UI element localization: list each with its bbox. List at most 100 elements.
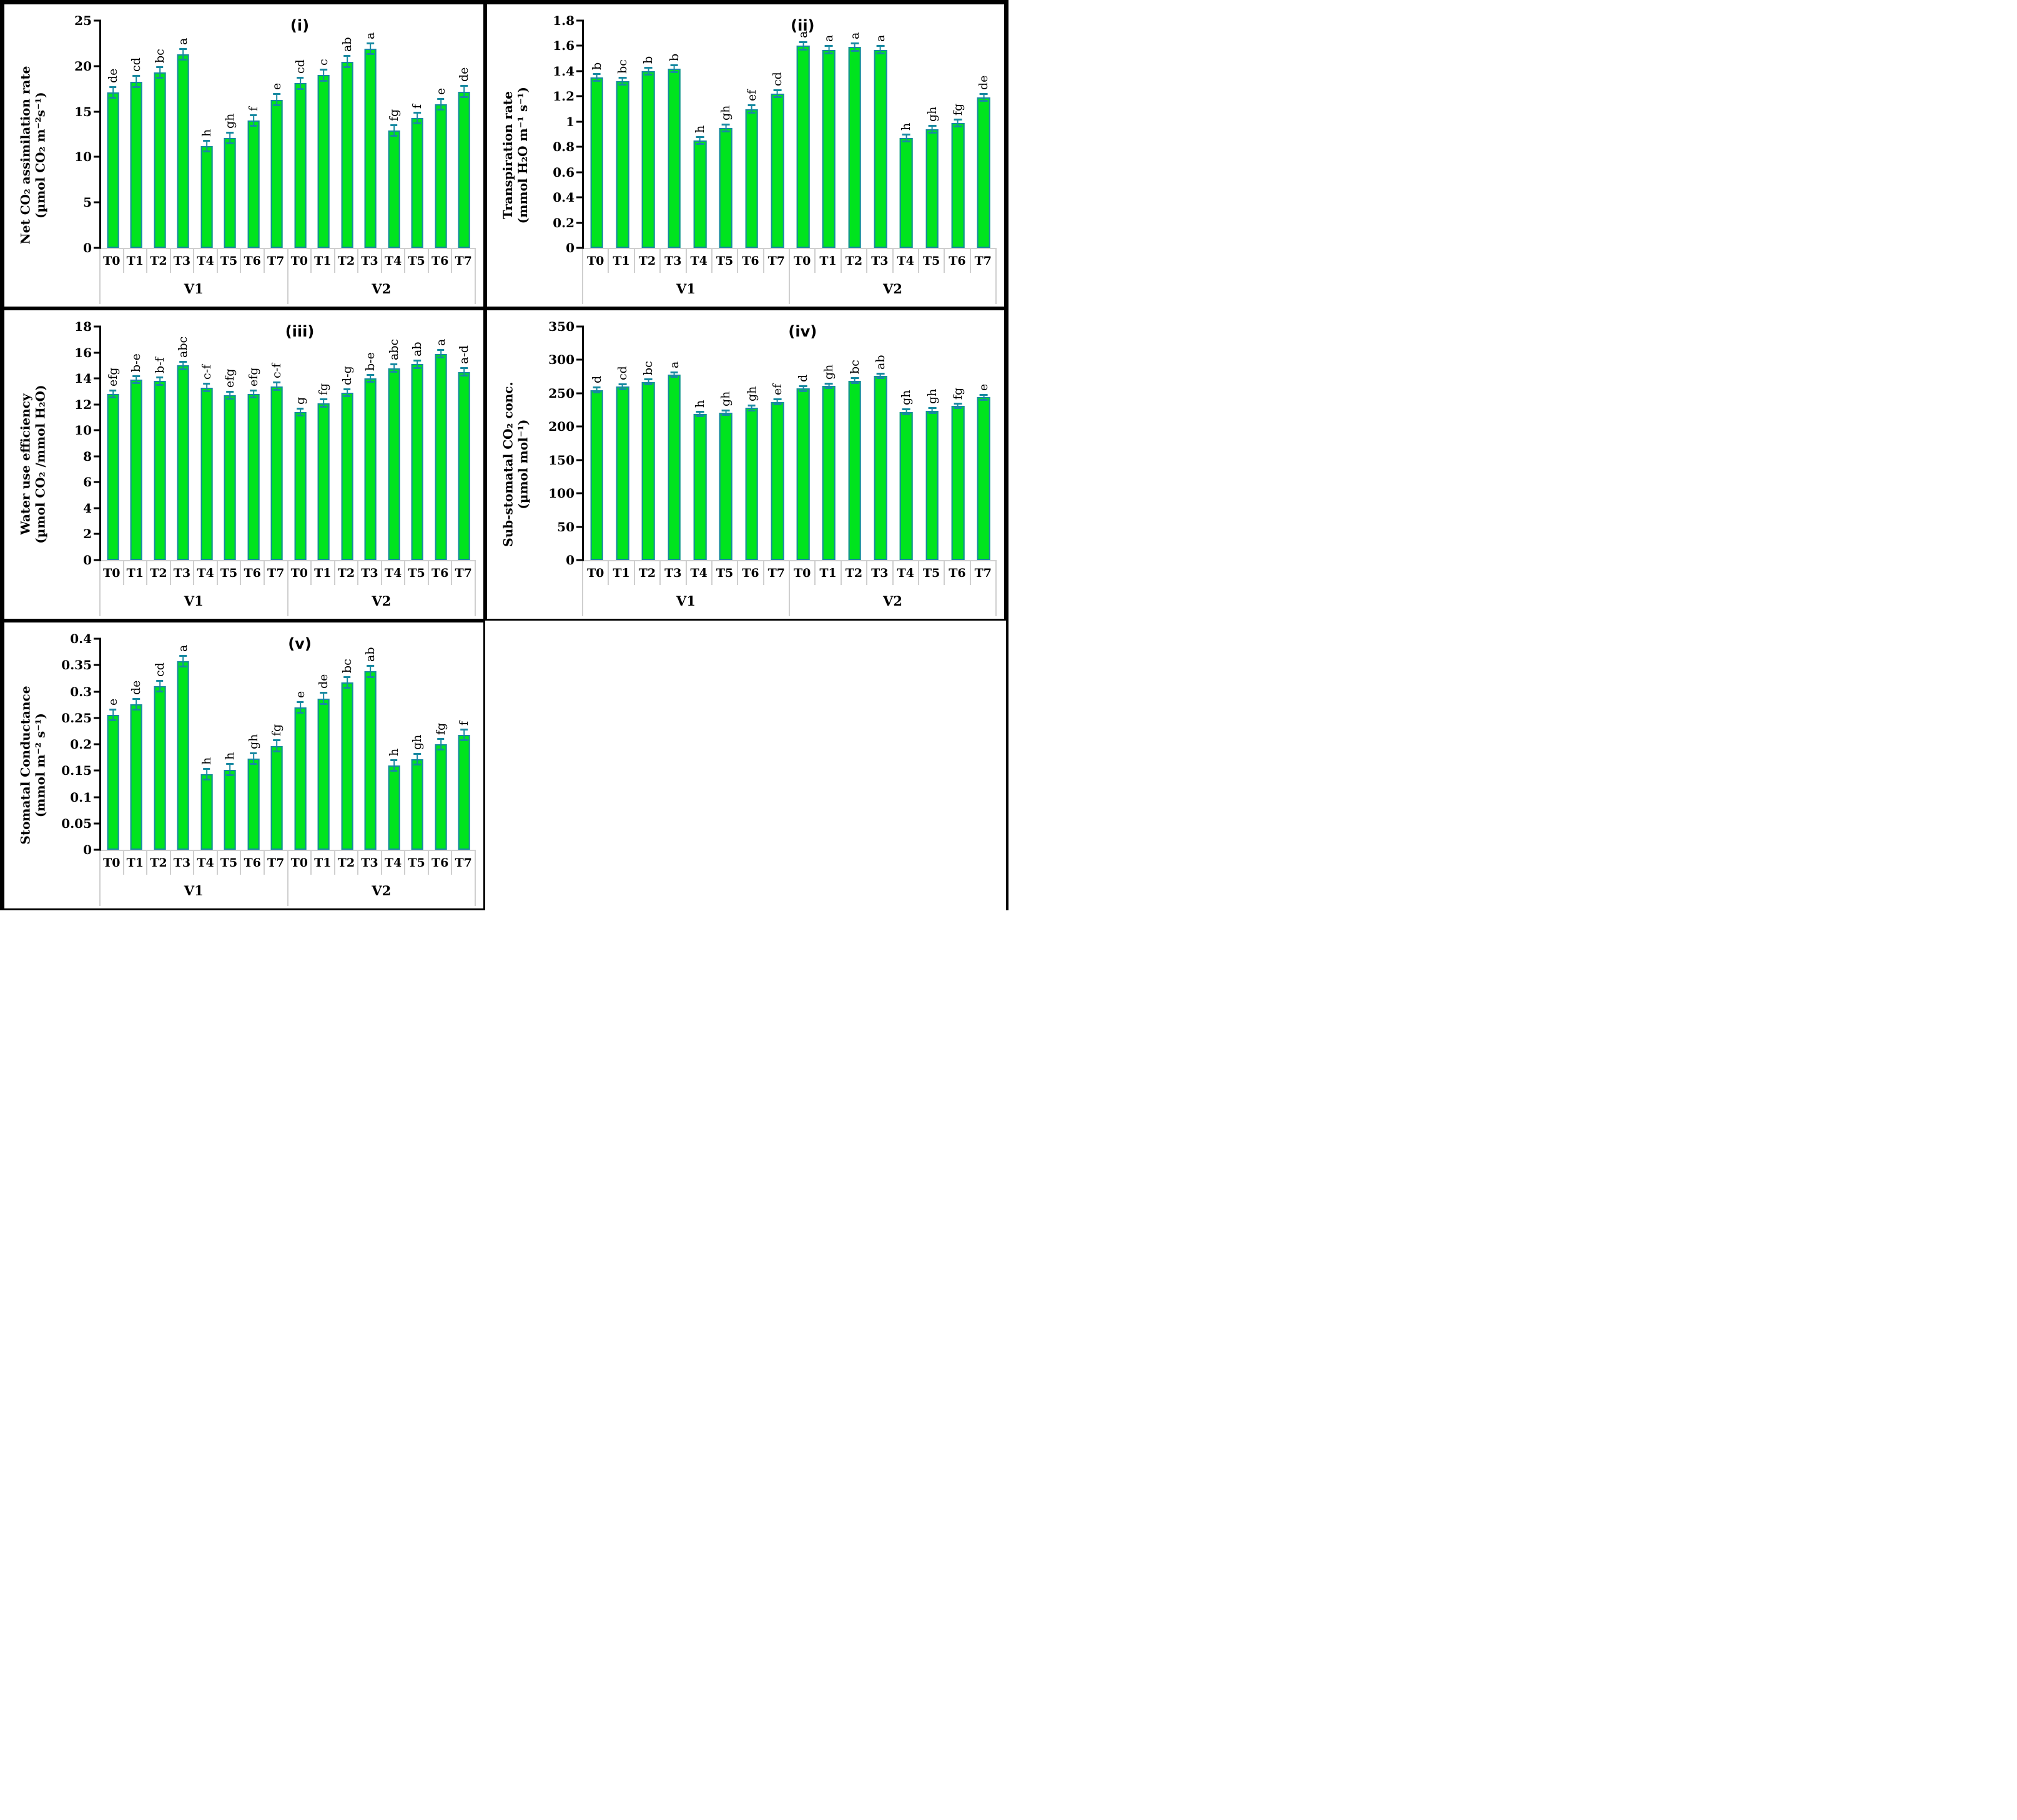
y-tick-label: 0.3 (70, 684, 92, 699)
bar-v1-t1 (130, 380, 142, 560)
bar-v1-t5 (224, 395, 236, 560)
y-tick-label: 50 (557, 519, 575, 534)
y-axis-title: Water use efficiency (µmol CO₂ /mmol H₂O) (4, 310, 62, 619)
bar-v2-t6 (435, 744, 447, 850)
error-bar-stem (596, 72, 598, 82)
error-bar (367, 665, 375, 678)
category-label: T6 (737, 561, 762, 585)
category-label: T4 (193, 851, 217, 875)
category-label: T4 (685, 249, 711, 273)
error-bar (902, 408, 910, 416)
category-label: T3 (659, 561, 685, 585)
error-bar (413, 111, 422, 124)
error-bar (343, 388, 351, 398)
y-tick-mark (576, 19, 584, 22)
category-axis: T0 T1 T2 T3 T4 T5 T6 T7 T0 T1 T2 T3 T4 T5 T6 T7 (582, 560, 997, 585)
error-bar (249, 389, 257, 399)
category-label: T6 (427, 851, 451, 875)
error-bar (296, 407, 304, 417)
y-tick-label: 18 (74, 319, 92, 334)
error-bar-stem (252, 752, 254, 765)
error-bar (436, 97, 445, 111)
y-tick-mark (94, 533, 101, 535)
y-tick-label: 5 (83, 195, 92, 210)
y-tick-label: 0.2 (70, 737, 92, 752)
error-bar (773, 89, 782, 99)
bar-v1-t2 (154, 686, 166, 850)
category-label: T7 (263, 561, 287, 585)
error-bar (696, 410, 704, 418)
error-bar-stem (182, 361, 184, 370)
y-tick-mark (94, 637, 101, 640)
category-label: T5 (216, 851, 240, 875)
category-axis: T0 T1 T2 T3 T4 T5 T6 T7 T0 T1 T2 T3 T4 T5 T6 T7 (99, 560, 476, 585)
category-label: T3 (866, 561, 892, 585)
bar-v1-t7 (771, 401, 784, 560)
error-bar-stem (159, 376, 160, 386)
category-label: T2 (840, 561, 866, 585)
error-bar (390, 759, 398, 772)
group-axis: V1 V2 (582, 585, 997, 616)
y-tick-label: 25 (74, 13, 92, 28)
bar-v1-t1 (130, 81, 142, 248)
error-bar (593, 72, 601, 82)
y-tick-mark (94, 247, 101, 249)
group-label-v2: V2 (789, 273, 995, 304)
error-bar-stem (323, 69, 325, 82)
error-bar (876, 372, 885, 380)
bar-v2-t7 (458, 734, 470, 850)
category-label: T2 (146, 561, 170, 585)
group-label-v1: V1 (676, 280, 696, 297)
y-axis-title: Net CO₂ assimilation rate (µmol CO₂ m⁻²s⁻… (4, 4, 62, 307)
error-bar-stem (136, 697, 137, 711)
category-label: T4 (892, 561, 918, 585)
error-bar-stem (699, 410, 701, 418)
error-bar-stem (931, 124, 933, 134)
error-bar-stem (725, 123, 727, 132)
error-bar-stem (323, 398, 325, 408)
error-bar (799, 41, 807, 51)
bar-v2-t3 (874, 376, 887, 560)
error-bar (721, 409, 730, 416)
error-bar (390, 124, 398, 137)
error-bar (320, 692, 328, 705)
y-axis-title-line: Sub-stomatal CO₂ conc. (500, 381, 516, 548)
category-label: T7 (969, 561, 995, 585)
error-bar (851, 377, 859, 384)
y-tick-mark (94, 19, 101, 22)
panel-iv: Sub-stomatal CO₂ conc. (µmol mol⁻¹) 0 50 10… (485, 308, 1006, 621)
category-label: T6 (240, 561, 264, 585)
error-bar-stem (276, 93, 278, 106)
y-tick-mark (576, 559, 584, 561)
y-tick-label: 0 (83, 240, 92, 255)
error-bar-stem (751, 104, 752, 114)
bar-v2-t0 (294, 707, 307, 850)
category-label: T5 (711, 561, 737, 585)
error-bar-stem (252, 114, 254, 127)
y-tick-label: 12 (74, 396, 92, 412)
y-tick-label: 1.8 (553, 13, 575, 28)
bar-v1-t1 (130, 704, 142, 850)
category-label: T3 (659, 249, 685, 273)
y-tick-label: 0.8 (553, 139, 575, 155)
category-label: T4 (193, 561, 217, 585)
plot-area: (iii) efg b-e b-f abc c-f efg efg c-f g fg d-g b-e a… (94, 323, 476, 561)
y-tick-mark (94, 377, 101, 380)
plot-area: (iv) d cd bc a h gh gh ef d gh bc ab gh gh fg e (576, 323, 997, 561)
bar-v2-t3 (874, 49, 887, 248)
error-bar-stem (673, 371, 675, 378)
error-bar-stem (905, 408, 907, 416)
bar-v2-t5 (925, 410, 939, 560)
y-tick-mark (576, 247, 584, 249)
category-label: T7 (969, 249, 995, 273)
category-label: T2 (146, 851, 170, 875)
category-label: T1 (310, 249, 334, 273)
y-axis-title-line: Stomatal Conductance (17, 686, 33, 845)
bar-v2-t1 (822, 386, 836, 560)
category-label: T7 (762, 249, 789, 273)
error-bar (954, 118, 962, 127)
bar-v1-t4 (200, 145, 213, 248)
y-tick-label: 1.2 (553, 89, 575, 104)
y-tick-mark (576, 70, 584, 72)
bar-v2-t5 (411, 759, 423, 850)
